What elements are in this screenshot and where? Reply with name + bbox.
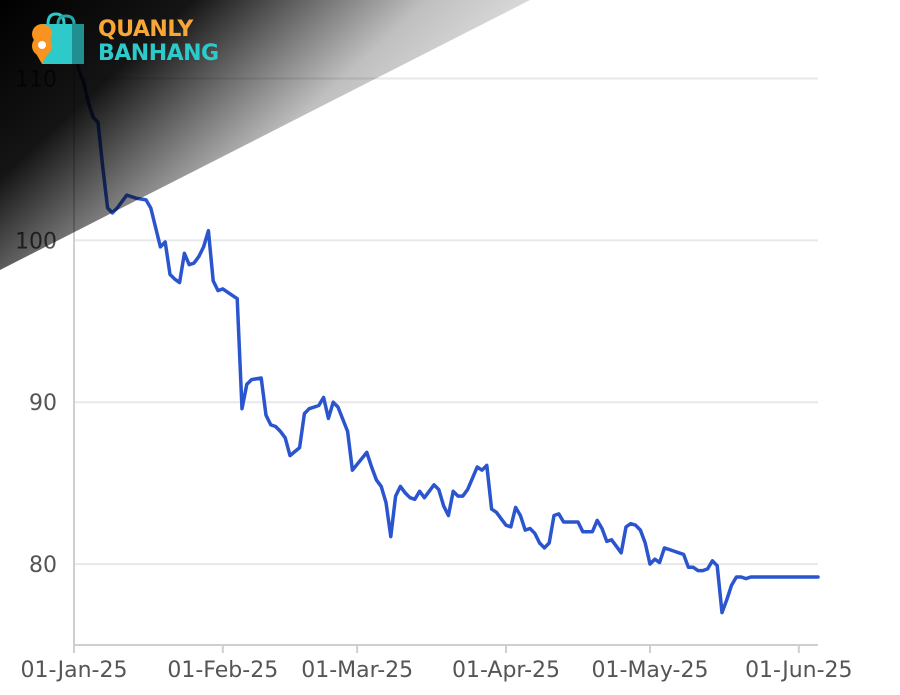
x-tick-label: 01-Apr-25 <box>452 658 560 683</box>
series-group <box>72 44 820 615</box>
corner-shade <box>0 0 530 270</box>
x-tick-label: 01-Jan-25 <box>20 658 127 683</box>
y-tick-label: 90 <box>29 391 57 416</box>
brand-line2: BANHANG <box>98 41 219 66</box>
x-axis-ticks: 01-Jan-25 01-Feb-25 01-Mar-25 01-Apr-25 01-M… <box>20 645 853 683</box>
x-tick-label: 01-Mar-25 <box>301 658 413 683</box>
x-tick-label: 01-Jun-25 <box>745 658 852 683</box>
x-tick-label: 01-May-25 <box>592 658 709 683</box>
series-line-0 <box>72 44 820 615</box>
brand-line1: QUANLY <box>98 17 193 42</box>
y-tick-label: 80 <box>29 553 57 578</box>
brand-logo: QUANLY BANHANG <box>28 12 219 72</box>
shopping-bag-icon <box>32 12 84 64</box>
x-tick-label: 01-Feb-25 <box>167 658 278 683</box>
